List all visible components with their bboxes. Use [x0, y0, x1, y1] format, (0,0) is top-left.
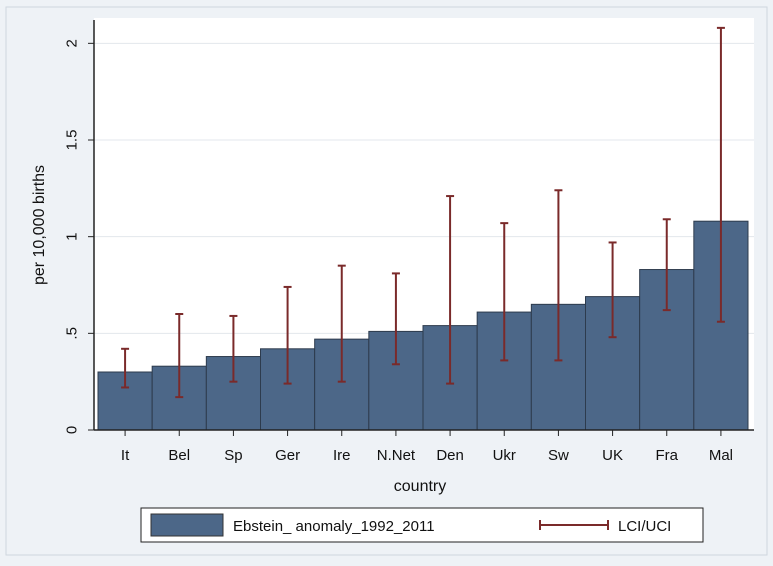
y-axis-ticks: 0 .5 1 1.5 2 [64, 39, 94, 434]
axes [93, 20, 754, 431]
legend-label-series: Ebstein_ anomaly_1992_2011 [233, 518, 435, 535]
y-tick-label: 1 [64, 232, 81, 240]
x-tick-label: Den [436, 447, 464, 464]
x-tick-label: Fra [656, 447, 679, 464]
y-tick-label: .5 [64, 327, 81, 340]
y-tick-label: 0 [64, 426, 81, 434]
x-tick-label: Sp [224, 447, 242, 464]
x-tick-label: Sw [548, 447, 569, 464]
error-bars [121, 26, 725, 399]
x-tick-label: N.Net [377, 447, 416, 464]
x-tick-label: Ire [333, 447, 351, 464]
y-tick-label: 2 [64, 39, 81, 47]
x-axis-label: country [394, 478, 446, 495]
x-tick-label: UK [602, 447, 623, 464]
x-tick-label: Bel [168, 447, 190, 464]
legend: Ebstein_ anomaly_1992_2011 LCI/UCI [140, 507, 704, 543]
y-tick-label: 1.5 [64, 130, 81, 151]
legend-label-errorbar: LCI/UCI [618, 518, 671, 535]
x-tick-label: Ger [275, 447, 300, 464]
frame-border [5, 6, 768, 556]
y-axis-label: per 10,000 births [31, 165, 48, 285]
x-tick-label: Ukr [493, 447, 516, 464]
x-tick-label: It [121, 447, 130, 464]
legend-swatch-bar [150, 513, 224, 537]
x-tick-label: Mal [709, 447, 733, 464]
legend-box [140, 507, 704, 543]
x-axis-ticks: It Bel Sp Ger Ire N.Net Den Ukr Sw UK Fra Mal [121, 430, 733, 464]
